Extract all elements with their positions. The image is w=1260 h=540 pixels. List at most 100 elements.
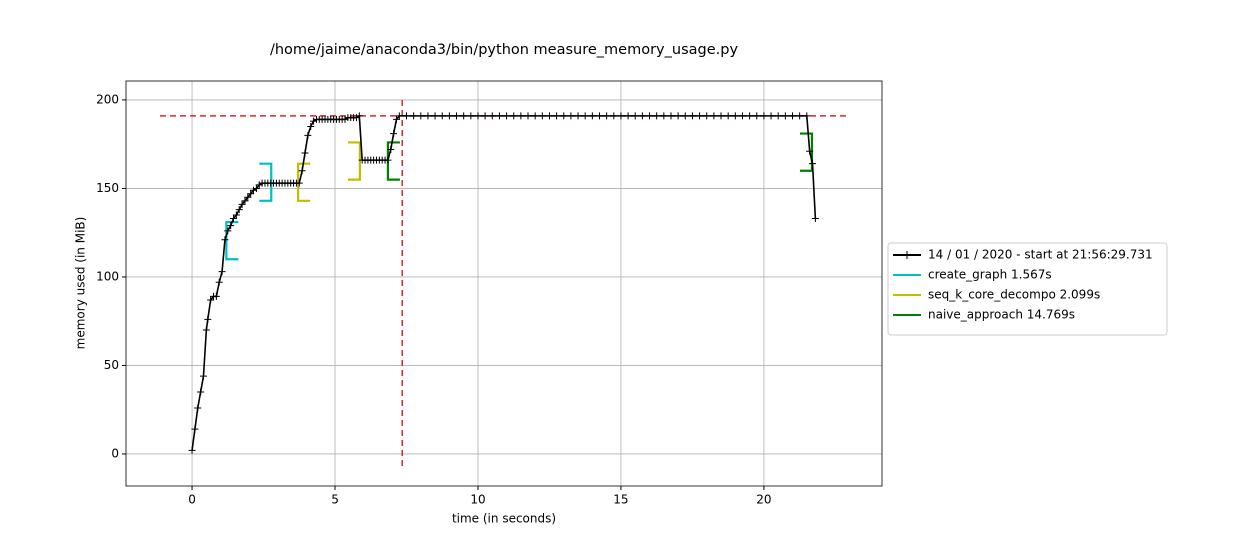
- point-marker: [560, 112, 568, 120]
- point-marker: [387, 146, 395, 154]
- point-marker: [767, 112, 775, 120]
- point-marker: [445, 112, 453, 120]
- point-marker: [298, 167, 306, 175]
- y-tick-label: 200: [96, 92, 119, 106]
- point-marker: [218, 268, 226, 276]
- x-tick-label: 10: [470, 493, 485, 507]
- point-marker: [230, 215, 238, 223]
- point-marker: [197, 388, 205, 396]
- point-marker: [674, 112, 682, 120]
- point-marker: [753, 112, 761, 120]
- legend-label: seq_k_core_decompo 2.099s: [928, 288, 1100, 302]
- legend-label: create_graph 1.567s: [928, 268, 1052, 282]
- point-marker: [301, 149, 309, 157]
- y-tick-label: 50: [104, 358, 119, 372]
- point-marker: [467, 112, 475, 120]
- point-marker: [224, 227, 232, 235]
- point-marker: [390, 130, 398, 138]
- point-marker: [250, 186, 258, 194]
- point-marker: [688, 112, 696, 120]
- point-marker: [517, 112, 525, 120]
- point-marker: [703, 112, 711, 120]
- point-marker: [631, 112, 639, 120]
- point-marker: [746, 112, 754, 120]
- point-marker: [524, 112, 532, 120]
- point-marker: [384, 156, 392, 164]
- point-marker: [295, 179, 303, 187]
- x-tick-label: 15: [613, 493, 628, 507]
- function-bracket: [347, 141, 361, 181]
- legend-label: naive_approach 14.769s: [928, 308, 1075, 322]
- point-marker: [781, 112, 789, 120]
- point-marker: [738, 112, 746, 120]
- point-marker: [438, 112, 446, 120]
- point-marker: [304, 131, 312, 139]
- point-marker: [806, 147, 814, 155]
- point-marker: [610, 112, 618, 120]
- point-marker: [247, 190, 255, 198]
- point-marker: [410, 112, 418, 120]
- point-marker: [310, 117, 318, 125]
- point-marker: [204, 315, 212, 323]
- point-marker: [355, 112, 363, 120]
- legend-box: [887, 242, 1168, 336]
- point-marker: [681, 112, 689, 120]
- point-marker: [624, 112, 632, 120]
- x-tick-label: 20: [756, 493, 771, 507]
- point-marker: [710, 112, 718, 120]
- point-marker: [538, 112, 546, 120]
- function-bracket: [799, 132, 814, 172]
- point-marker: [202, 326, 210, 334]
- point-marker: [646, 112, 654, 120]
- point-marker: [241, 197, 249, 205]
- x-axis-label: time (in seconds): [452, 512, 556, 526]
- point-marker: [760, 112, 768, 120]
- legend-label: 14 / 01 / 2020 - start at 21:56:29.731: [928, 248, 1153, 262]
- point-marker: [603, 112, 611, 120]
- point-marker: [545, 112, 553, 120]
- point-marker: [352, 114, 360, 122]
- point-marker: [460, 112, 468, 120]
- y-tick-label: 0: [111, 446, 119, 460]
- point-marker: [567, 112, 575, 120]
- point-marker: [553, 112, 561, 120]
- point-marker: [774, 112, 782, 120]
- chart-title: /home/jaime/anaconda3/bin/python measure…: [270, 42, 738, 58]
- point-marker: [503, 112, 511, 120]
- point-marker: [453, 112, 461, 120]
- point-marker: [617, 112, 625, 120]
- point-marker: [215, 278, 223, 286]
- point-marker: [188, 446, 196, 454]
- y-tick-label: 100: [96, 269, 119, 283]
- point-marker: [207, 296, 215, 304]
- point-marker: [809, 160, 817, 168]
- point-marker: [667, 112, 675, 120]
- x-tick-label: 5: [331, 493, 339, 507]
- point-marker: [796, 112, 804, 120]
- point-marker: [244, 193, 252, 201]
- point-marker: [392, 115, 400, 123]
- y-axis-label: memory used (in MiB): [74, 217, 88, 350]
- point-marker: [191, 425, 199, 433]
- point-marker: [431, 112, 439, 120]
- x-tick-label: 0: [188, 493, 196, 507]
- point-marker: [717, 112, 725, 120]
- point-marker: [474, 112, 482, 120]
- point-marker: [696, 112, 704, 120]
- point-marker: [789, 112, 797, 120]
- point-marker: [194, 404, 202, 412]
- point-marker: [481, 112, 489, 120]
- point-marker: [238, 200, 246, 208]
- point-marker: [395, 112, 403, 120]
- point-marker: [199, 372, 207, 380]
- function-bracket: [297, 162, 311, 202]
- point-marker: [724, 112, 732, 120]
- point-marker: [653, 112, 661, 120]
- point-marker: [232, 211, 240, 219]
- point-marker: [417, 112, 425, 120]
- point-marker: [212, 292, 220, 300]
- point-marker: [221, 236, 229, 244]
- point-marker: [660, 112, 668, 120]
- y-tick-label: 150: [96, 181, 119, 195]
